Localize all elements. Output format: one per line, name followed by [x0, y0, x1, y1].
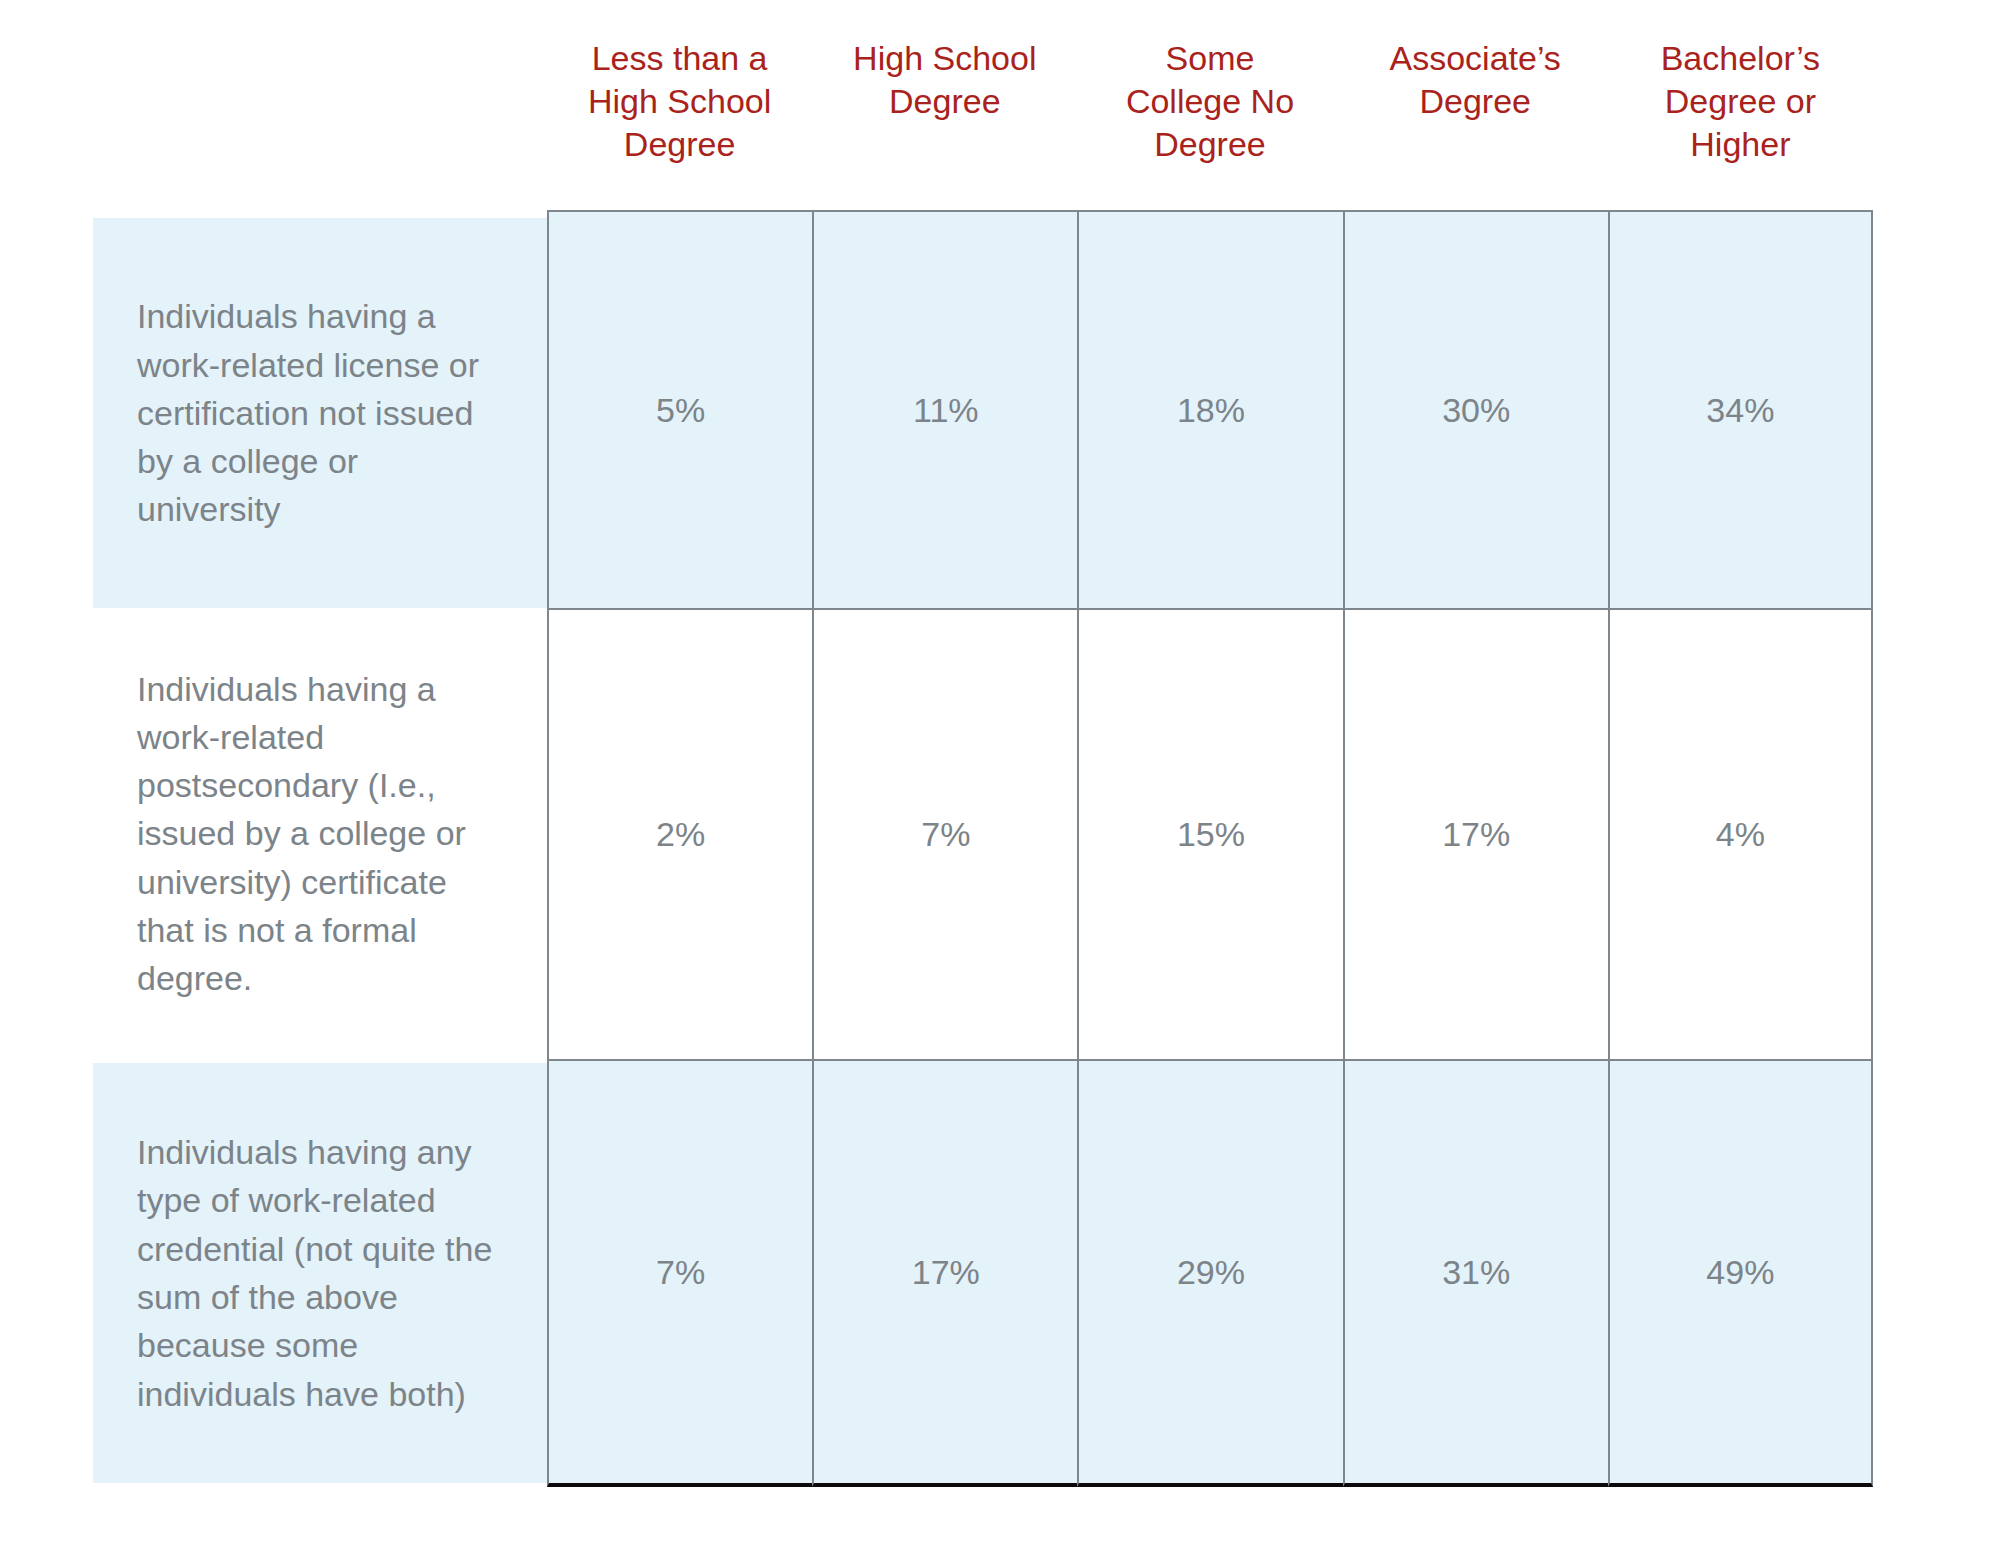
- value-cell: 29%: [1077, 1059, 1342, 1487]
- value-cell: 17%: [1343, 608, 1608, 1059]
- value-cell: 11%: [812, 210, 1077, 608]
- row-label-postsecondary-certificate: Individuals having a work-related postse…: [93, 608, 547, 1059]
- row-label-license-certification: Individuals having a work-related licens…: [93, 218, 547, 608]
- value-cell: 30%: [1343, 210, 1608, 608]
- value-cell: 7%: [812, 608, 1077, 1059]
- value-cell: 31%: [1343, 1059, 1608, 1487]
- column-header-high-school: High School Degree: [812, 35, 1077, 210]
- value-cell: 34%: [1608, 210, 1873, 608]
- value-cell: 2%: [547, 608, 812, 1059]
- value-cell: 15%: [1077, 608, 1342, 1059]
- value-cell: 7%: [547, 1059, 812, 1487]
- value-cell: 5%: [547, 210, 812, 608]
- column-header-bachelors: Bachelor’s Degree or Higher: [1608, 35, 1873, 210]
- value-cell: 17%: [812, 1059, 1077, 1487]
- value-cell: 49%: [1608, 1059, 1873, 1487]
- value-cell: 4%: [1608, 608, 1873, 1059]
- row-label-any-credential: Individuals having any type of work-rela…: [93, 1063, 547, 1483]
- credential-by-education-table: Less than a High School Degree High Scho…: [93, 35, 1873, 1487]
- column-header-less-than-hs: Less than a High School Degree: [547, 35, 812, 210]
- value-cell: 18%: [1077, 210, 1342, 608]
- page: Less than a High School Degree High Scho…: [0, 0, 2000, 1564]
- column-header-some-college: Some College No Degree: [1077, 35, 1342, 210]
- column-header-associates: Associate’s Degree: [1343, 35, 1608, 210]
- header-spacer: [93, 35, 547, 210]
